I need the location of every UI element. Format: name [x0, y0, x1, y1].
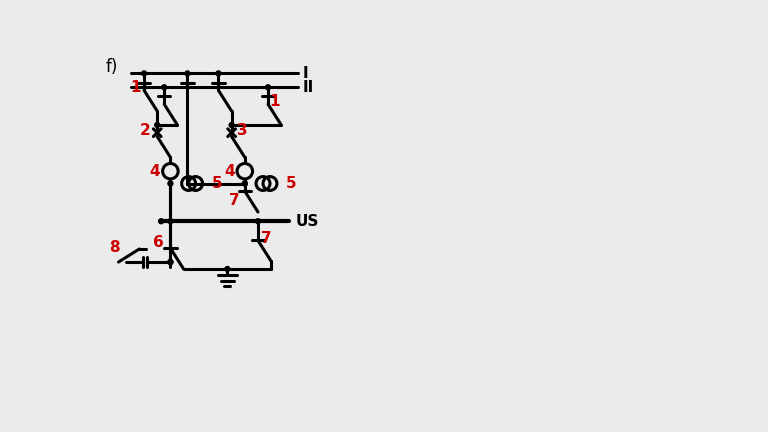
- Text: 7: 7: [261, 231, 272, 246]
- Circle shape: [243, 181, 247, 186]
- Circle shape: [159, 219, 164, 224]
- Circle shape: [185, 71, 190, 76]
- Circle shape: [216, 71, 221, 76]
- Text: 6: 6: [154, 235, 164, 250]
- Text: 8: 8: [109, 240, 120, 255]
- Text: US: US: [295, 214, 319, 229]
- Circle shape: [168, 181, 173, 186]
- Text: 4: 4: [150, 164, 160, 179]
- Text: I: I: [303, 66, 309, 81]
- Circle shape: [168, 260, 173, 264]
- Text: 5: 5: [286, 176, 296, 191]
- Circle shape: [154, 123, 160, 127]
- Text: 2: 2: [141, 123, 151, 138]
- Circle shape: [229, 123, 234, 127]
- Circle shape: [256, 219, 260, 224]
- Text: 1: 1: [130, 80, 141, 95]
- Text: f): f): [105, 58, 118, 76]
- Circle shape: [141, 71, 147, 76]
- Text: 4: 4: [224, 164, 234, 179]
- Text: 5: 5: [211, 176, 222, 191]
- Text: 3: 3: [237, 123, 247, 138]
- Circle shape: [243, 181, 247, 186]
- Text: 7: 7: [230, 193, 240, 208]
- Circle shape: [168, 219, 173, 224]
- Text: 1: 1: [269, 94, 280, 108]
- Circle shape: [168, 260, 173, 264]
- Text: II: II: [303, 80, 314, 95]
- Circle shape: [162, 85, 167, 90]
- Circle shape: [225, 267, 230, 271]
- Circle shape: [266, 85, 270, 90]
